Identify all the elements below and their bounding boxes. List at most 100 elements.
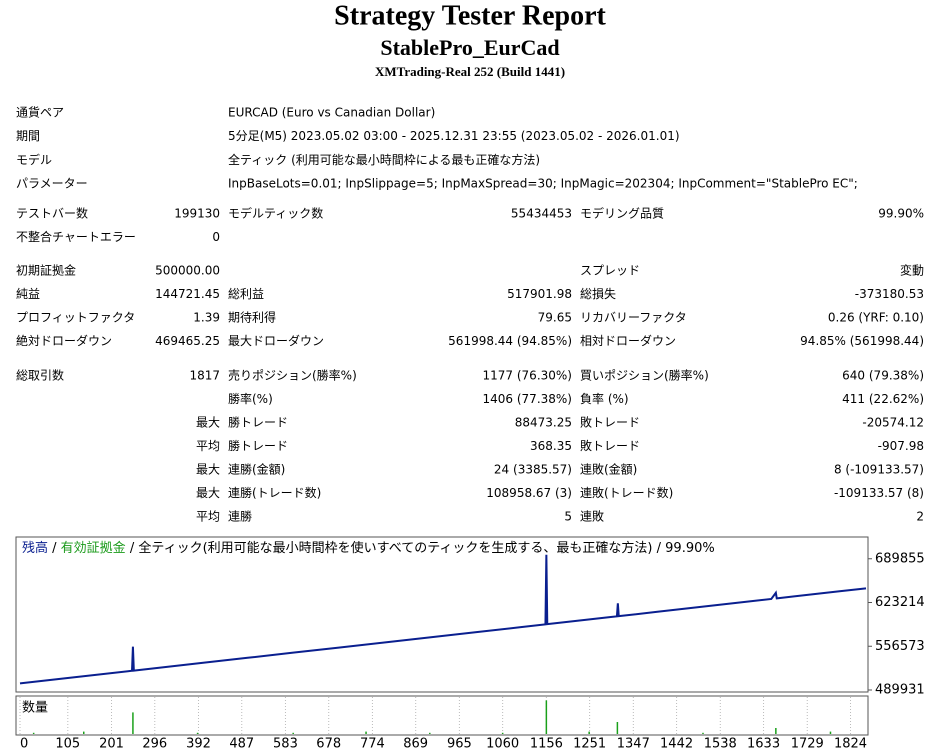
y-tick-label: 623214 (875, 595, 925, 610)
stat-label: モデルティック数 (228, 206, 323, 221)
y-tick-label: 489931 (875, 683, 925, 698)
stat-label: 絶対ドローダウン (16, 333, 112, 348)
stat-label: 総利益 (228, 287, 264, 301)
stat-value: 24 (3385.57) (494, 463, 572, 477)
x-tick-label: 678 (316, 737, 341, 751)
stat-value: 最大 (196, 463, 220, 477)
stat-label: 最大ドローダウン (228, 333, 324, 348)
volume-label: 数量 (22, 701, 48, 716)
legend-separator: / (126, 541, 139, 556)
stat-value: 108958.67 (3) (486, 486, 572, 500)
stat-label: スプレッド (580, 264, 640, 278)
legend-entry: 有効証拠金 (61, 540, 126, 556)
x-tick-label: 1251 (573, 737, 606, 751)
stat-label: 負率 (%) (580, 391, 629, 406)
legend-separator: / (48, 541, 61, 556)
x-tick-label: 965 (447, 737, 472, 751)
stat-label: 敗トレード (580, 438, 640, 453)
stat-value: -109133.57 (8) (834, 486, 924, 500)
stat-label: モデリング品質 (580, 206, 664, 221)
stat-value: 0 (212, 230, 220, 244)
stat-value: 最大 (196, 486, 220, 500)
setting-label: 通貨ペア (16, 105, 64, 120)
stat-label: 連勝(金額) (228, 462, 285, 477)
stat-label: 連敗(トレード数) (580, 485, 673, 500)
stat-label: 勝トレード (228, 415, 288, 430)
stat-value: 平均 (196, 510, 220, 524)
stat-value: 55434453 (511, 207, 572, 221)
setting-value: 5分足(M5) 2023.05.02 03:00 - 2025.12.31 23… (228, 129, 680, 143)
legend-note: 全ティック(利用可能な最小時間枠を使いすべてのティックを生成する、最も正確な方法… (138, 540, 652, 556)
stat-label: テストバー数 (16, 206, 88, 221)
stat-value: -20574.12 (862, 416, 924, 430)
report-subtitle: StablePro_EurCad (380, 35, 559, 60)
stat-value: 500000.00 (155, 264, 220, 278)
stat-label: プロフィットファクタ (16, 311, 135, 325)
stat-value: 640 (79.38%) (842, 369, 924, 383)
report-title: Strategy Tester Report (334, 0, 606, 31)
stat-label: 純益 (16, 287, 40, 301)
legend-quality: 99.90% (665, 541, 715, 556)
stat-label: 総取引数 (16, 368, 64, 383)
stat-value: 144721.45 (155, 287, 220, 301)
x-tick-label: 296 (142, 737, 167, 751)
stat-label: 勝トレード (228, 438, 288, 453)
x-tick-label: 1633 (747, 737, 780, 751)
stat-value: 79.65 (538, 311, 572, 325)
balance-line (19, 554, 867, 685)
x-tick-label: 392 (186, 737, 211, 751)
stat-value: 5 (564, 510, 572, 524)
setting-label: パラメーター (16, 177, 88, 191)
stat-label: 連勝(トレード数) (228, 485, 321, 500)
x-tick-label: 487 (229, 737, 254, 751)
stat-label: 勝率(%) (228, 391, 273, 406)
x-tick-label: 105 (55, 737, 80, 751)
volume-frame (15, 695, 869, 736)
x-tick-label: 583 (273, 737, 298, 751)
stat-value: 99.90% (878, 207, 924, 221)
x-tick-label: 0 (20, 737, 28, 751)
stat-label: 敗トレード (580, 415, 640, 430)
stat-label: リカバリーファクタ (580, 311, 687, 325)
stat-label: 買いポジション(勝率%) (580, 368, 709, 383)
stat-value: -907.98 (878, 439, 924, 453)
stat-label: 総損失 (580, 286, 616, 301)
stat-value: 0.26 (YRF: 0.10) (828, 311, 924, 325)
stat-label: 連敗 (580, 509, 604, 524)
stat-value: 1406 (77.38%) (483, 392, 572, 406)
legend-entry: 残高 (22, 540, 48, 556)
x-tick-label: 1442 (660, 737, 693, 751)
stat-label: 連勝 (228, 509, 252, 524)
stat-value: 368.35 (530, 439, 572, 453)
x-tick-label: 1060 (486, 737, 519, 751)
setting-value: InpBaseLots=0.01; InpSlippage=5; InpMaxS… (228, 177, 858, 191)
stat-value: 199130 (174, 207, 220, 221)
stat-label: 不整合チャートエラー (16, 229, 136, 244)
stat-value: 変動 (900, 263, 924, 278)
server-name: XMTrading-Real 252 (Build 1441) (375, 64, 565, 79)
x-tick-label: 1538 (704, 737, 737, 751)
chart-frame (15, 536, 869, 693)
x-tick-label: 201 (99, 737, 124, 751)
x-tick-label: 1347 (617, 737, 650, 751)
stat-value: 561998.44 (94.85%) (448, 334, 572, 348)
x-tick-label: 1156 (530, 737, 563, 751)
stat-value: 2 (916, 510, 924, 524)
stat-label: 期待利得 (228, 310, 276, 325)
x-tick-label: 774 (360, 737, 385, 751)
stat-value: -373180.53 (855, 287, 924, 301)
stat-label: 連敗(金額) (580, 462, 637, 477)
stat-value: 1817 (189, 369, 220, 383)
stat-value: 8 (-109133.57) (834, 463, 924, 477)
stat-value: 平均 (196, 439, 220, 453)
setting-label: 期間 (16, 129, 40, 143)
setting-value: 全ティック (利用可能な最小時間枠による最も正確な方法) (228, 152, 540, 167)
stat-value: 1177 (76.30%) (483, 369, 572, 383)
stat-value: 517901.98 (507, 287, 572, 301)
stat-value: 1.39 (193, 311, 220, 325)
stat-value: 88473.25 (515, 416, 572, 430)
y-tick-label: 689855 (875, 551, 925, 566)
y-tick-label: 556573 (875, 639, 925, 654)
